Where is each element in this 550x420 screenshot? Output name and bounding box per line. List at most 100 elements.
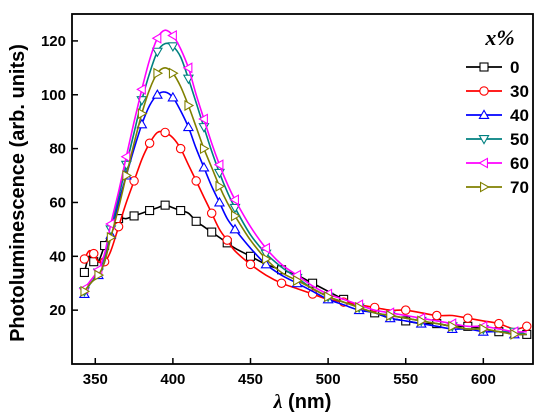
legend-label: 40 bbox=[510, 106, 529, 125]
legend-label: 30 bbox=[510, 82, 529, 101]
legend-item-0: 0 bbox=[466, 58, 519, 77]
data-point-70 bbox=[355, 301, 365, 314]
series-50 bbox=[78, 42, 527, 338]
series-60 bbox=[78, 29, 527, 338]
data-point-60 bbox=[229, 194, 239, 206]
data-point-40 bbox=[182, 121, 194, 132]
data-point-70 bbox=[184, 99, 195, 112]
data-point-30 bbox=[79, 254, 90, 264]
legend-item-30: 30 bbox=[466, 82, 529, 101]
data-point-30 bbox=[144, 138, 155, 148]
y-axis-label: Photoluminescence (arb. units) bbox=[7, 44, 29, 342]
y-tick-label: 20 bbox=[49, 302, 66, 319]
data-point-60 bbox=[136, 83, 146, 95]
data-point-70 bbox=[80, 285, 91, 297]
legend-label: 0 bbox=[510, 58, 519, 77]
data-point-30 bbox=[129, 176, 139, 186]
legend-items: 0 30 40 50 60 70 bbox=[466, 58, 529, 197]
data-point-70 bbox=[106, 231, 117, 244]
data-point-60 bbox=[260, 242, 271, 254]
data-point-30 bbox=[113, 221, 124, 232]
data-point-30 bbox=[276, 278, 287, 288]
data-point-0 bbox=[191, 216, 201, 226]
x-tick-label: 500 bbox=[316, 371, 341, 388]
data-point-70 bbox=[510, 328, 521, 340]
y-tick-label: 120 bbox=[41, 33, 66, 50]
x-tick-label: 350 bbox=[83, 371, 108, 388]
series-line-0 bbox=[83, 204, 527, 336]
series-70 bbox=[80, 66, 527, 340]
data-point-60 bbox=[167, 29, 177, 42]
data-point-70 bbox=[199, 143, 210, 155]
data-point-40 bbox=[213, 196, 226, 207]
data-point-40 bbox=[167, 91, 179, 102]
x-tick-label: 550 bbox=[393, 371, 418, 388]
legend-title-unit: % bbox=[496, 25, 514, 50]
data-point-0 bbox=[79, 267, 89, 278]
legend-item-50: 50 bbox=[466, 130, 529, 149]
data-point-0 bbox=[160, 200, 170, 210]
data-point-30 bbox=[494, 318, 504, 329]
data-point-70 bbox=[153, 67, 164, 79]
data-point-50 bbox=[229, 203, 241, 214]
data-point-60 bbox=[198, 113, 208, 125]
series-layer bbox=[78, 29, 532, 340]
data-point-70 bbox=[293, 274, 303, 287]
legend-marker bbox=[478, 109, 490, 119]
data-point-40 bbox=[260, 258, 272, 269]
data-point-70 bbox=[417, 315, 427, 327]
legend-item-40: 40 bbox=[466, 106, 529, 125]
data-point-30 bbox=[432, 310, 442, 321]
data-point-70 bbox=[230, 210, 241, 222]
legend-item-70: 70 bbox=[466, 178, 529, 197]
series-line-60 bbox=[83, 29, 527, 333]
data-point-60 bbox=[213, 159, 224, 171]
series-line-30 bbox=[83, 130, 528, 330]
x-axis-unit: (nm) bbox=[283, 391, 332, 413]
data-point-60 bbox=[151, 32, 162, 44]
y-tick-label: 80 bbox=[49, 141, 66, 158]
x-tick-label: 600 bbox=[471, 371, 496, 388]
data-point-0 bbox=[207, 227, 217, 237]
data-point-70 bbox=[324, 291, 334, 303]
data-point-0 bbox=[129, 211, 139, 221]
legend-item-60: 60 bbox=[466, 154, 529, 173]
x-axis-symbol: λ bbox=[273, 391, 283, 413]
data-point-30 bbox=[160, 127, 170, 138]
data-point-0 bbox=[245, 251, 256, 261]
data-point-30 bbox=[522, 321, 532, 332]
data-point-70 bbox=[479, 323, 490, 335]
data-point-30 bbox=[191, 176, 201, 186]
data-point-0 bbox=[176, 205, 186, 216]
y-tick-label: 40 bbox=[49, 248, 66, 265]
data-point-60 bbox=[182, 62, 193, 74]
data-point-30 bbox=[222, 235, 232, 245]
x-tick-label: 400 bbox=[160, 371, 185, 388]
data-point-70 bbox=[386, 309, 396, 322]
legend-marker bbox=[479, 62, 489, 72]
data-point-50 bbox=[167, 42, 179, 53]
series-30 bbox=[79, 127, 532, 332]
plot-frame bbox=[71, 13, 534, 365]
legend-marker bbox=[478, 157, 489, 169]
legend-label: 60 bbox=[510, 154, 529, 173]
data-point-30 bbox=[400, 305, 411, 315]
data-point-70 bbox=[122, 169, 133, 182]
data-point-40 bbox=[151, 89, 163, 99]
data-point-50 bbox=[151, 47, 163, 58]
data-point-30 bbox=[175, 143, 186, 154]
legend-marker bbox=[479, 86, 489, 96]
data-point-30 bbox=[245, 259, 256, 270]
x-axis-label: λ (nm) bbox=[273, 391, 332, 413]
legend-label: 50 bbox=[510, 130, 529, 149]
legend: x% 0 30 40 50 60 70 bbox=[466, 25, 529, 197]
data-point-30 bbox=[463, 313, 473, 323]
data-point-70 bbox=[168, 67, 179, 79]
legend-title-symbol: x bbox=[484, 25, 496, 50]
legend-title: x% bbox=[484, 25, 514, 50]
y-tick-label: 60 bbox=[49, 194, 66, 211]
data-point-30 bbox=[206, 208, 217, 218]
data-point-40 bbox=[229, 223, 241, 234]
ticks-layer: 350 400 450 500 550 600 20 40 60 80 100 120 bbox=[41, 33, 496, 388]
